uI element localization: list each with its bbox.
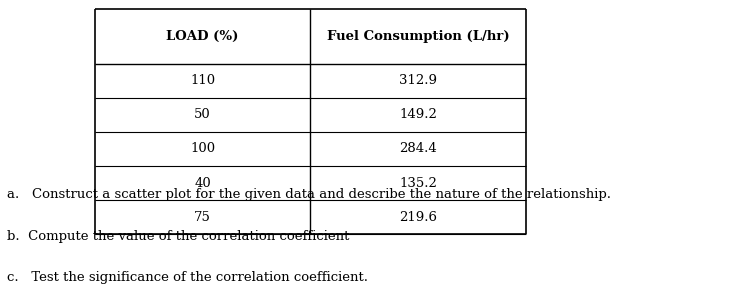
Text: 75: 75 <box>194 211 211 223</box>
Text: 135.2: 135.2 <box>399 177 437 189</box>
Text: 100: 100 <box>190 143 215 155</box>
Text: 284.4: 284.4 <box>399 143 437 155</box>
Text: LOAD (%): LOAD (%) <box>166 30 239 43</box>
Text: c.   Test the significance of the correlation coefficient.: c. Test the significance of the correlat… <box>7 271 369 284</box>
Text: 40: 40 <box>194 177 211 189</box>
Text: a.   Construct a scatter plot for the given data and describe the nature of the : a. Construct a scatter plot for the give… <box>7 188 611 202</box>
Text: 110: 110 <box>190 74 215 87</box>
Text: 50: 50 <box>194 109 211 121</box>
Text: b.  Compute the value of the correlation coefficient: b. Compute the value of the correlation … <box>7 230 350 243</box>
Text: 312.9: 312.9 <box>399 74 437 87</box>
Text: Fuel Consumption (L/hr): Fuel Consumption (L/hr) <box>326 30 510 43</box>
Text: 219.6: 219.6 <box>399 211 437 223</box>
Text: 149.2: 149.2 <box>399 109 437 121</box>
